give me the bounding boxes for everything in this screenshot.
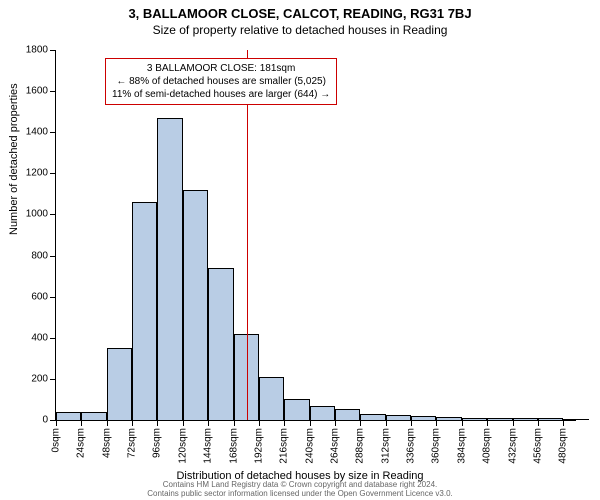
histogram-bar: [56, 412, 81, 420]
x-tick-label: 120sqm: [177, 428, 188, 464]
histogram-bar: [538, 418, 563, 420]
x-tick-label: 480sqm: [558, 428, 569, 464]
x-tick: [411, 420, 412, 426]
histogram-bar: [157, 118, 182, 420]
histogram-bar: [487, 418, 512, 420]
marker-line: [247, 50, 248, 420]
x-tick-label: 24sqm: [76, 428, 87, 458]
histogram-bar: [132, 202, 157, 420]
histogram-bar: [513, 418, 538, 420]
histogram-bar: [360, 414, 385, 420]
y-tick-label: 1600: [8, 86, 48, 97]
chart-title: 3, BALLAMOOR CLOSE, CALCOT, READING, RG3…: [0, 0, 600, 21]
x-tick: [132, 420, 133, 426]
x-tick: [360, 420, 361, 426]
x-tick-label: 360sqm: [431, 428, 442, 464]
chart-subtitle: Size of property relative to detached ho…: [0, 21, 600, 37]
y-tick-label: 600: [8, 291, 48, 302]
histogram-bar: [183, 190, 208, 420]
x-tick-label: 72sqm: [127, 428, 138, 458]
histogram-bar: [386, 415, 411, 420]
x-tick: [563, 420, 564, 426]
x-tick: [81, 420, 82, 426]
x-tick: [183, 420, 184, 426]
y-tick-label: 800: [8, 250, 48, 261]
annotation-line1: 3 BALLAMOOR CLOSE: 181sqm: [112, 62, 330, 75]
y-tick-label: 1200: [8, 168, 48, 179]
annotation-line3: 11% of semi-detached houses are larger (…: [112, 88, 330, 101]
x-tick-label: 96sqm: [152, 428, 163, 458]
x-tick: [107, 420, 108, 426]
y-tick-label: 1400: [8, 127, 48, 138]
annotation-box: 3 BALLAMOOR CLOSE: 181sqm ← 88% of detac…: [105, 58, 337, 105]
y-tick: [50, 256, 56, 257]
chart-area: 0200400600800100012001400160018000sqm24s…: [55, 50, 575, 420]
x-tick: [436, 420, 437, 426]
x-tick-label: 240sqm: [304, 428, 315, 464]
x-tick: [208, 420, 209, 426]
histogram-bar: [310, 406, 335, 420]
y-tick-label: 400: [8, 332, 48, 343]
x-tick: [487, 420, 488, 426]
histogram-bar: [436, 417, 461, 420]
x-tick-label: 0sqm: [51, 428, 62, 452]
histogram-bar: [335, 409, 360, 420]
histogram-bar: [107, 348, 132, 420]
y-tick: [50, 214, 56, 215]
x-tick-label: 312sqm: [380, 428, 391, 464]
x-tick-label: 408sqm: [482, 428, 493, 464]
x-tick: [513, 420, 514, 426]
x-tick-label: 144sqm: [203, 428, 214, 464]
x-tick-label: 336sqm: [406, 428, 417, 464]
x-tick-label: 432sqm: [507, 428, 518, 464]
x-tick-label: 216sqm: [279, 428, 290, 464]
x-tick: [310, 420, 311, 426]
x-tick: [259, 420, 260, 426]
plot-region: 0200400600800100012001400160018000sqm24s…: [55, 50, 576, 421]
x-tick-label: 192sqm: [253, 428, 264, 464]
x-tick-label: 288sqm: [355, 428, 366, 464]
histogram-bar: [411, 416, 436, 420]
x-tick-label: 264sqm: [330, 428, 341, 464]
y-tick-label: 0: [8, 415, 48, 426]
y-tick: [50, 173, 56, 174]
x-tick-label: 384sqm: [456, 428, 467, 464]
histogram-bar: [259, 377, 284, 420]
footer: Contains HM Land Registry data © Crown c…: [0, 481, 600, 499]
x-tick: [56, 420, 57, 426]
y-tick: [50, 297, 56, 298]
histogram-bar: [462, 418, 487, 420]
x-tick-label: 168sqm: [228, 428, 239, 464]
y-tick-label: 200: [8, 373, 48, 384]
histogram-bar: [208, 268, 233, 420]
y-tick: [50, 132, 56, 133]
histogram-bar: [563, 419, 588, 420]
x-tick-label: 48sqm: [101, 428, 112, 458]
histogram-bar: [284, 399, 309, 420]
x-tick: [335, 420, 336, 426]
y-tick: [50, 379, 56, 380]
x-tick: [538, 420, 539, 426]
x-tick: [462, 420, 463, 426]
histogram-bar: [81, 412, 106, 420]
y-tick-label: 1800: [8, 45, 48, 56]
y-tick: [50, 50, 56, 51]
histogram-bar: [234, 334, 259, 420]
footer-line2: Contains public sector information licen…: [0, 490, 600, 499]
y-tick: [50, 338, 56, 339]
x-tick: [157, 420, 158, 426]
x-tick: [284, 420, 285, 426]
x-tick-label: 456sqm: [532, 428, 543, 464]
x-tick: [234, 420, 235, 426]
chart-container: 3, BALLAMOOR CLOSE, CALCOT, READING, RG3…: [0, 0, 600, 500]
annotation-line2: ← 88% of detached houses are smaller (5,…: [112, 75, 330, 88]
x-tick: [386, 420, 387, 426]
y-tick: [50, 91, 56, 92]
y-tick-label: 1000: [8, 209, 48, 220]
